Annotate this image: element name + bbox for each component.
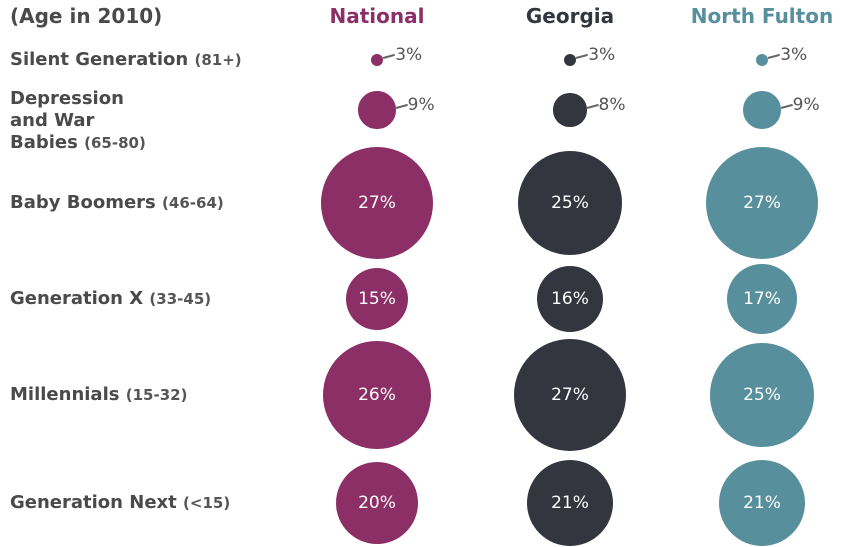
series-header: Georgia: [525, 4, 615, 28]
age-range: (81+): [194, 51, 242, 69]
bubble: [370, 53, 384, 67]
leader-line: [586, 103, 599, 109]
bubble: [514, 339, 626, 451]
row-label: Depression and War Babies (65-80): [10, 88, 160, 154]
bubble: [345, 267, 409, 331]
age-range: (33-45): [149, 290, 212, 308]
value-label: 15%: [358, 289, 396, 309]
value-label: 9%: [792, 95, 820, 115]
category-name: Generation X: [10, 288, 144, 309]
value-label: 20%: [358, 493, 396, 513]
value-label: 3%: [395, 45, 423, 65]
bubble: [536, 265, 604, 333]
leader-line: [780, 103, 793, 109]
row-label: Baby Boomers (46-64): [10, 192, 310, 214]
bubble: [335, 461, 419, 545]
value-label: 25%: [743, 385, 781, 405]
category-name: Generation Next: [10, 492, 177, 513]
leader-line: [768, 53, 780, 59]
age-range: (15-32): [125, 386, 188, 404]
leader-line: [576, 53, 588, 59]
bubble: [755, 53, 769, 67]
value-label: 3%: [780, 45, 808, 65]
category-name: Silent Generation: [10, 49, 189, 70]
bubble: [563, 53, 577, 67]
age-range: (46-64): [162, 194, 224, 212]
bubble: [321, 147, 433, 259]
age-range: (<15): [183, 494, 231, 512]
value-label: 17%: [743, 289, 781, 309]
series-header: National: [329, 4, 425, 28]
bubble: [743, 91, 781, 129]
bubble: [706, 147, 818, 259]
value-label: 9%: [407, 95, 435, 115]
leader-line: [383, 53, 395, 59]
value-label: 25%: [551, 193, 589, 213]
value-label: 8%: [598, 95, 626, 115]
row-label: Silent Generation (81+): [10, 49, 310, 71]
bubble: [526, 459, 614, 547]
series-header: North Fulton: [690, 4, 834, 28]
bubble: [718, 459, 806, 547]
leader-line: [395, 103, 408, 109]
bubble: [358, 91, 396, 129]
value-label: 27%: [358, 193, 396, 213]
bubble: [518, 151, 622, 255]
category-name: Millennials: [10, 384, 120, 405]
age-range: (65-80): [84, 134, 146, 152]
value-label: 3%: [588, 45, 616, 65]
row-label: Generation X (33-45): [10, 288, 310, 310]
value-label: 21%: [551, 493, 589, 513]
bubble: [323, 341, 431, 449]
row-label: Millennials (15-32): [10, 384, 310, 406]
value-label: 27%: [551, 385, 589, 405]
category-name: Depression and War Babies: [10, 88, 124, 153]
category-name: Baby Boomers: [10, 192, 156, 213]
bubble: [726, 263, 798, 335]
value-label: 27%: [743, 193, 781, 213]
value-label: 26%: [358, 385, 396, 405]
value-label: 21%: [743, 493, 781, 513]
bubble: [553, 93, 587, 127]
bubble: [710, 343, 814, 447]
value-label: 16%: [551, 289, 589, 309]
chart-title: (Age in 2010): [10, 4, 163, 28]
row-label: Generation Next (<15): [10, 492, 310, 514]
